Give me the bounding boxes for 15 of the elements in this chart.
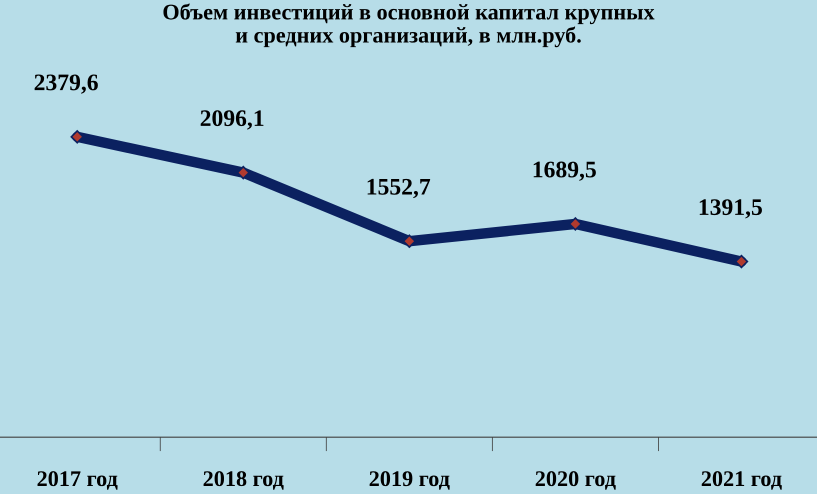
chart-title: Объем инвестиций в основной капитал крупных и средних организаций, в млн.руб.: [163, 3, 654, 48]
x-tick-label: 2021 год: [702, 471, 782, 490]
point: [734, 254, 748, 268]
data-label: 1689,5: [534, 162, 596, 181]
data-label: 1391,5: [700, 199, 762, 219]
x-tick-label: 2018 год: [204, 471, 284, 490]
x-tick-label: 2017 год: [38, 471, 118, 490]
x-tick-label: 2020 год: [536, 471, 616, 490]
point: [236, 166, 250, 180]
x-tick-label: 2019 год: [370, 471, 450, 490]
data-label: 1552,7: [368, 178, 430, 198]
data-label: 2096,1: [200, 110, 264, 130]
point: [70, 130, 84, 144]
data-label: 2379,6: [34, 74, 98, 94]
point: [568, 217, 582, 231]
